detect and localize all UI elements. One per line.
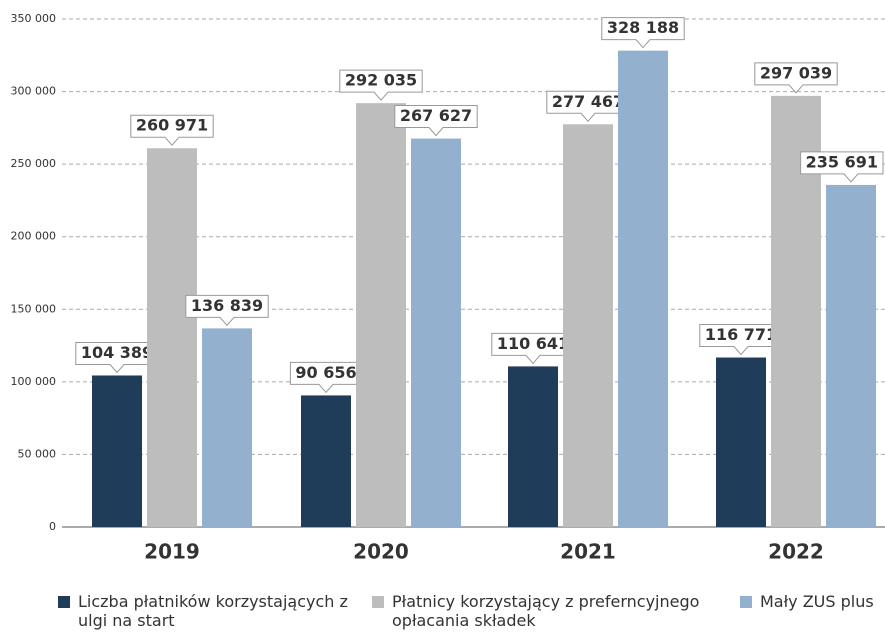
value-label: 277 467: [552, 92, 624, 111]
value-callout: 136 839: [186, 295, 268, 325]
value-callout: 90 656: [290, 362, 361, 392]
legend-label: Liczba płatników korzystających z ulgi n…: [78, 592, 348, 630]
value-label: 116 771: [705, 325, 777, 344]
x-tick-label: 2021: [560, 540, 616, 564]
y-tick-label: 200 000: [11, 230, 57, 243]
value-callout: 110 641: [492, 333, 574, 363]
value-label: 260 971: [136, 116, 208, 135]
bar: [202, 328, 252, 527]
y-tick-label: 350 000: [11, 12, 57, 25]
bar: [147, 148, 197, 527]
bar: [618, 51, 668, 527]
bar: [411, 139, 461, 527]
y-tick-label: 100 000: [11, 375, 57, 388]
value-label: 267 627: [400, 106, 472, 125]
page: {"chart_data": {"type": "bar", "categori…: [0, 0, 885, 633]
y-tick-label: 150 000: [11, 302, 57, 315]
legend-swatch: [740, 596, 752, 608]
x-tick-label: 2019: [144, 540, 200, 564]
y-tick-label: 50 000: [18, 447, 57, 460]
value-callout: 104 389: [76, 342, 158, 372]
legend-swatch: [58, 596, 70, 608]
chart: 0 50 000 100 000 150 000 200 000 250 000 300 0…: [0, 0, 885, 590]
x-tick-label: 2022: [768, 540, 824, 564]
value-callout: 267 627: [395, 106, 477, 136]
legend-label: Płatnicy korzystający z preferncyjnego o…: [392, 592, 717, 630]
value-label: 90 656: [295, 363, 356, 382]
y-tick-label: 300 000: [11, 85, 57, 98]
value-label: 297 039: [760, 63, 832, 82]
bar: [563, 124, 613, 527]
value-label: 328 188: [607, 18, 679, 37]
value-label: 136 839: [191, 296, 263, 315]
x-tick-label: 2020: [353, 540, 409, 564]
bar: [716, 358, 766, 527]
value-callout: 277 467: [547, 91, 629, 121]
bar: [301, 395, 351, 527]
bar: [826, 185, 876, 527]
value-label: 292 035: [345, 71, 417, 90]
value-callout: 116 771: [700, 325, 782, 355]
value-callout: 297 039: [755, 63, 837, 93]
value-callout: 328 188: [602, 18, 684, 48]
bar: [92, 375, 142, 527]
legend: Liczba płatników korzystających z ulgi n…: [0, 592, 885, 633]
value-label: 235 691: [806, 152, 878, 171]
bar: [508, 366, 558, 527]
y-tick-label: 0: [49, 520, 56, 533]
bar: [356, 103, 406, 527]
legend-swatch: [372, 596, 384, 608]
value-label: 110 641: [497, 334, 569, 353]
value-label: 104 389: [81, 343, 153, 362]
value-callout: 260 971: [131, 115, 213, 145]
value-callout: 292 035: [340, 70, 422, 100]
legend-label: Mały ZUS plus: [760, 592, 874, 611]
y-tick-label: 250 000: [11, 157, 57, 170]
